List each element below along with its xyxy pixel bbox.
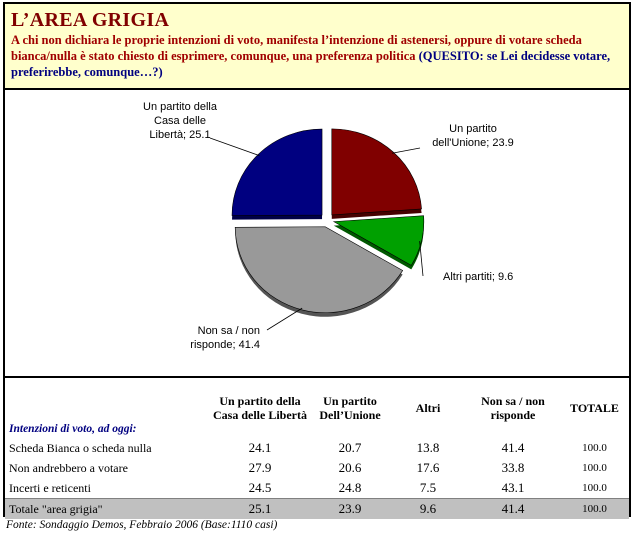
row-label: Incerti e reticenti bbox=[9, 480, 91, 495]
column-header: Altri bbox=[415, 401, 441, 415]
table-cell: 41.4 bbox=[501, 440, 525, 455]
pie-chart: Un partito dell'Unione; 23.9 Altri partiti… bbox=[143, 101, 514, 351]
leader-line bbox=[391, 147, 421, 154]
table-cell: 41.4 bbox=[466, 498, 560, 519]
row-label: Scheda Bianca o scheda nulla bbox=[9, 440, 152, 455]
pie-chart-area: Un partito dell'Unione; 23.9 Altri partiti… bbox=[5, 90, 629, 378]
pie-slice bbox=[231, 128, 323, 216]
table-cell: 24.1 bbox=[248, 440, 272, 455]
leader-line bbox=[266, 307, 303, 331]
pie-slice bbox=[234, 226, 404, 314]
data-label: Un partito della Casa delle Libertà; 25.1 bbox=[143, 101, 218, 141]
row-label: Non andrebbero a votare bbox=[9, 460, 128, 475]
table-cell: 100.0 bbox=[582, 462, 607, 474]
table-cell: 27.9 bbox=[248, 460, 272, 475]
table-cell: 9.6 bbox=[390, 498, 466, 519]
column-header: TOTALE bbox=[570, 401, 619, 415]
header: L’AREA GRIGIA A chi non dichiara le prop… bbox=[5, 4, 629, 90]
row-header: Intenzioni di voto, ad oggi: bbox=[9, 423, 137, 435]
table-cell: 100.0 bbox=[560, 498, 629, 519]
intro-text: A chi non dichiara le proprie intenzioni… bbox=[11, 32, 623, 80]
table-cell: 25.1 bbox=[210, 498, 310, 519]
data-label: Un partito dell'Unione; 23.9 bbox=[432, 123, 514, 149]
data-label: Non sa / non risponde; 41.4 bbox=[190, 325, 260, 351]
column-header: Un partito della Casa delle Libertà bbox=[213, 394, 307, 422]
table-cell: 20.6 bbox=[338, 460, 362, 475]
intro-statement: A chi non dichiara le proprie intenzioni… bbox=[11, 33, 582, 63]
data-table-area: Intenzioni di voto, ad oggi: Un partito … bbox=[5, 378, 629, 519]
table-cell: 24.5 bbox=[248, 480, 272, 495]
table-cell: 100.0 bbox=[582, 482, 607, 494]
column-header: Un partito Dell’Unione bbox=[319, 394, 381, 422]
table-cell: 20.7 bbox=[338, 440, 362, 455]
table-row: Non andrebbero a votare 27.9 20.6 17.6 3… bbox=[5, 458, 629, 478]
leader-line bbox=[209, 137, 260, 157]
intro-question: (QUESITO: se Lei decidesse votare, prefe… bbox=[11, 49, 611, 79]
table-cell: 100.0 bbox=[582, 442, 607, 454]
table-cell: 23.9 bbox=[310, 498, 390, 519]
pie-slice bbox=[331, 128, 422, 216]
leader-line bbox=[419, 240, 424, 277]
table-cell: 24.8 bbox=[338, 480, 362, 495]
source-note: Fonte: Sondaggio Demos, Febbraio 2006 (B… bbox=[6, 519, 278, 531]
table-cell: 17.6 bbox=[416, 460, 440, 475]
figure-frame: L’AREA GRIGIA A chi non dichiara le prop… bbox=[3, 2, 631, 519]
data-table: Intenzioni di voto, ad oggi: Un partito … bbox=[5, 378, 629, 519]
table-cell: 33.8 bbox=[501, 460, 525, 475]
table-row: Incerti e reticenti 24.5 24.8 7.5 43.1 1… bbox=[5, 478, 629, 499]
row-label: Totale "area grigia" bbox=[5, 498, 210, 519]
column-header: Non sa / non risponde bbox=[481, 394, 545, 422]
table-row-total: Totale "area grigia" 25.1 23.9 9.6 41.4 … bbox=[5, 498, 629, 519]
page-title: L’AREA GRIGIA bbox=[11, 9, 170, 31]
pie-slice bbox=[332, 215, 425, 266]
table-row: Scheda Bianca o scheda nulla 24.1 20.7 1… bbox=[5, 438, 629, 458]
table-cell: 7.5 bbox=[419, 480, 437, 495]
table-header-row: Intenzioni di voto, ad oggi: Un partito … bbox=[5, 378, 629, 438]
table-cell: 13.8 bbox=[416, 440, 440, 455]
data-label: Altri partiti; 9.6 bbox=[443, 271, 513, 283]
table-cell: 43.1 bbox=[501, 480, 525, 495]
